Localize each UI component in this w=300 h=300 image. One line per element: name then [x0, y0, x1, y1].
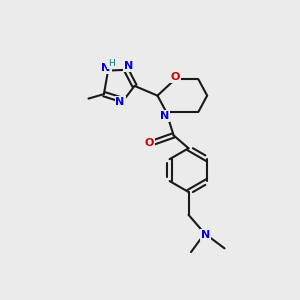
Text: N: N: [116, 97, 125, 107]
Text: N: N: [124, 61, 133, 71]
Text: O: O: [144, 138, 154, 148]
Text: O: O: [171, 73, 180, 82]
Text: N: N: [101, 63, 111, 73]
Text: N: N: [160, 111, 170, 121]
Text: H: H: [108, 59, 114, 68]
Text: N: N: [201, 230, 211, 240]
